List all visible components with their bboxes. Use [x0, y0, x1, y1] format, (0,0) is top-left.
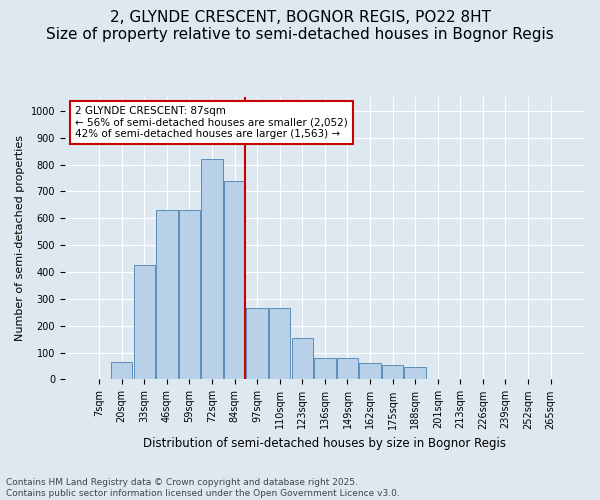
Bar: [359, 364, 381, 380]
Bar: [382, 364, 403, 380]
Bar: [314, 358, 335, 380]
Bar: [224, 180, 245, 380]
Bar: [404, 368, 426, 380]
Bar: [111, 362, 133, 380]
Bar: [156, 210, 178, 380]
Bar: [269, 308, 290, 380]
Bar: [201, 159, 223, 380]
Text: Contains HM Land Registry data © Crown copyright and database right 2025.
Contai: Contains HM Land Registry data © Crown c…: [6, 478, 400, 498]
Bar: [179, 210, 200, 380]
X-axis label: Distribution of semi-detached houses by size in Bognor Regis: Distribution of semi-detached houses by …: [143, 437, 506, 450]
Y-axis label: Number of semi-detached properties: Number of semi-detached properties: [15, 136, 25, 342]
Text: 2, GLYNDE CRESCENT, BOGNOR REGIS, PO22 8HT
Size of property relative to semi-det: 2, GLYNDE CRESCENT, BOGNOR REGIS, PO22 8…: [46, 10, 554, 42]
Text: 2 GLYNDE CRESCENT: 87sqm
← 56% of semi-detached houses are smaller (2,052)
42% o: 2 GLYNDE CRESCENT: 87sqm ← 56% of semi-d…: [75, 106, 348, 139]
Bar: [292, 338, 313, 380]
Bar: [337, 358, 358, 380]
Bar: [247, 308, 268, 380]
Bar: [134, 266, 155, 380]
